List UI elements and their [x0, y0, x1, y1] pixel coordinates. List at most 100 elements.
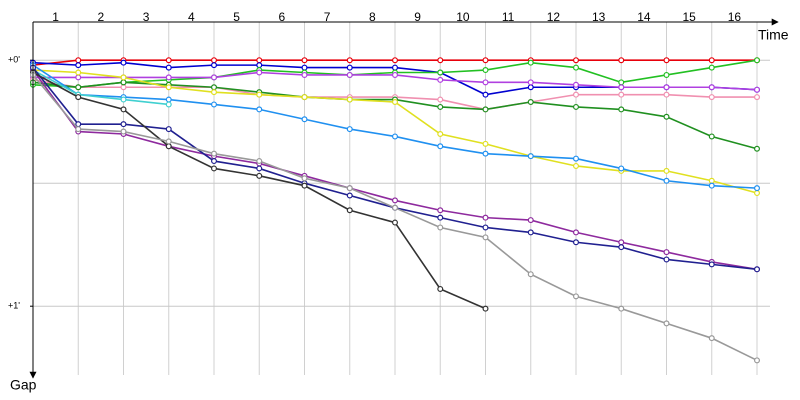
point: [708, 177, 715, 184]
point: [437, 76, 444, 83]
point: [256, 57, 263, 64]
point: [211, 62, 218, 69]
point: [527, 79, 534, 86]
point: [75, 94, 82, 101]
point: [708, 261, 715, 268]
point: [482, 57, 489, 64]
point: [663, 71, 670, 78]
x-tick-label: 5: [233, 10, 240, 24]
point: [301, 94, 308, 101]
point: [75, 126, 82, 133]
point: [572, 239, 579, 246]
x-tick-label: 4: [188, 10, 195, 24]
point: [572, 64, 579, 71]
point: [753, 357, 760, 364]
point: [663, 177, 670, 184]
point: [211, 150, 218, 157]
point: [165, 84, 172, 91]
point: [211, 57, 218, 64]
point: [708, 182, 715, 189]
point: [256, 91, 263, 98]
point: [301, 182, 308, 189]
point: [708, 64, 715, 71]
point: [618, 57, 625, 64]
point: [437, 131, 444, 138]
point: [437, 103, 444, 110]
point: [753, 145, 760, 152]
point: [120, 84, 127, 91]
point: [663, 320, 670, 327]
point: [301, 57, 308, 64]
point: [618, 106, 625, 113]
x-tick-label: 10: [456, 10, 470, 24]
point: [120, 74, 127, 81]
y-tick-label: +1': [8, 301, 20, 311]
point: [256, 62, 263, 69]
series: [30, 57, 760, 364]
point: [753, 57, 760, 64]
point: [618, 165, 625, 172]
x-tick-label: 8: [369, 10, 376, 24]
point: [482, 106, 489, 113]
x-tick-label: 11: [502, 10, 515, 24]
point: [392, 71, 399, 78]
point: [120, 121, 127, 128]
point: [75, 57, 82, 64]
point: [527, 153, 534, 160]
point: [437, 69, 444, 76]
x-tick-label: 7: [324, 10, 331, 24]
point: [256, 165, 263, 172]
point: [301, 116, 308, 123]
point: [165, 138, 172, 145]
point: [392, 99, 399, 106]
point: [301, 175, 308, 182]
point: [572, 57, 579, 64]
point: [618, 244, 625, 251]
point: [346, 185, 353, 192]
point: [753, 86, 760, 93]
point: [346, 192, 353, 199]
point: [618, 305, 625, 312]
point: [708, 57, 715, 64]
point: [527, 84, 534, 91]
point: [437, 285, 444, 292]
point: [572, 293, 579, 300]
point: [527, 217, 534, 224]
point: [211, 158, 218, 165]
point: [120, 79, 127, 86]
point: [346, 57, 353, 64]
point: [527, 99, 534, 106]
point: [708, 335, 715, 342]
point: [392, 57, 399, 64]
point: [346, 64, 353, 71]
point: [482, 67, 489, 74]
point: [301, 64, 308, 71]
point: [437, 224, 444, 231]
point: [256, 69, 263, 76]
point: [165, 57, 172, 64]
point: [527, 59, 534, 66]
point: [663, 84, 670, 91]
point: [482, 224, 489, 231]
point: [120, 106, 127, 113]
point: [618, 79, 625, 86]
point: [527, 229, 534, 236]
point: [437, 57, 444, 64]
point: [346, 96, 353, 103]
point: [663, 113, 670, 120]
point: [572, 81, 579, 88]
x-axis-label: Time: [758, 27, 789, 43]
x-tick-label: 2: [98, 10, 105, 24]
point: [618, 84, 625, 91]
point: [165, 96, 172, 103]
x-tick-label: 6: [279, 10, 286, 24]
point: [392, 219, 399, 226]
point: [165, 101, 172, 108]
point: [392, 197, 399, 204]
point: [618, 239, 625, 246]
point: [482, 214, 489, 221]
point: [437, 143, 444, 150]
point: [437, 214, 444, 221]
